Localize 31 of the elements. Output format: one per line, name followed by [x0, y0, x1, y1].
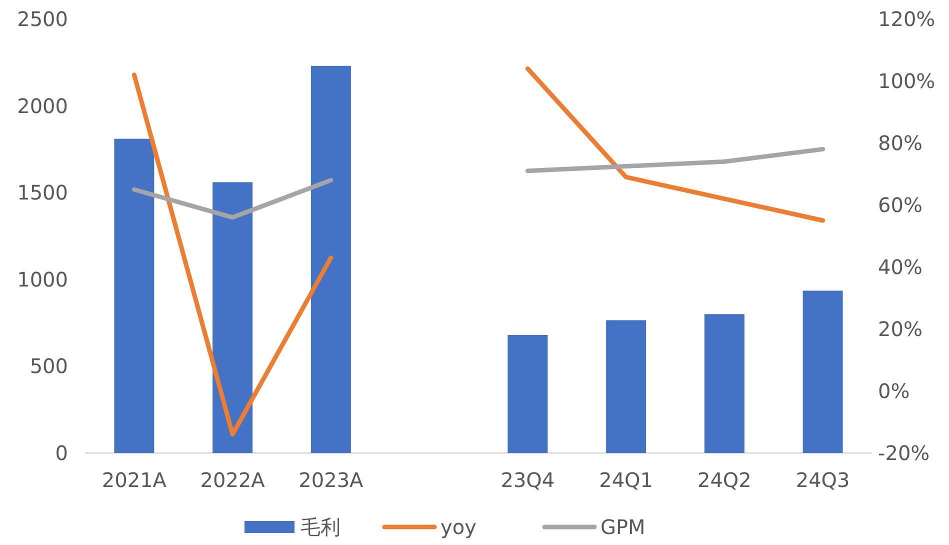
ytick: 1000: [17, 267, 68, 292]
y2tick: 100%: [878, 69, 936, 93]
ytick: 2000: [17, 94, 68, 118]
xtick: 24Q1: [599, 468, 654, 492]
bar: [310, 66, 351, 453]
xtick: 2022A: [200, 468, 265, 492]
ytick: 2500: [17, 7, 68, 31]
bar: [508, 334, 548, 453]
y2tick: -20%: [878, 441, 930, 465]
bar: [212, 182, 253, 453]
y2tick: 80%: [878, 131, 922, 155]
y2tick: 60%: [878, 193, 922, 217]
xtick: 2023A: [298, 468, 364, 492]
legend-label: 毛利: [300, 515, 340, 539]
legend-label: GPM: [600, 515, 646, 539]
xtick: 24Q3: [796, 468, 850, 492]
ytick: 500: [30, 354, 68, 378]
bar: [114, 138, 154, 453]
bar: [606, 320, 646, 453]
y2tick: 120%: [878, 7, 936, 31]
bar: [704, 314, 744, 453]
y2tick: 40%: [878, 255, 922, 279]
ytick: 0: [55, 441, 68, 465]
legend-label: yoy: [440, 515, 476, 539]
xtick: 24Q2: [697, 468, 752, 492]
bar: [802, 290, 843, 453]
xtick: 23Q4: [500, 468, 555, 492]
xtick: 2021A: [102, 468, 166, 492]
y2tick: 0%: [878, 379, 910, 403]
y2tick: 20%: [878, 317, 922, 341]
ytick: 1500: [17, 180, 68, 205]
